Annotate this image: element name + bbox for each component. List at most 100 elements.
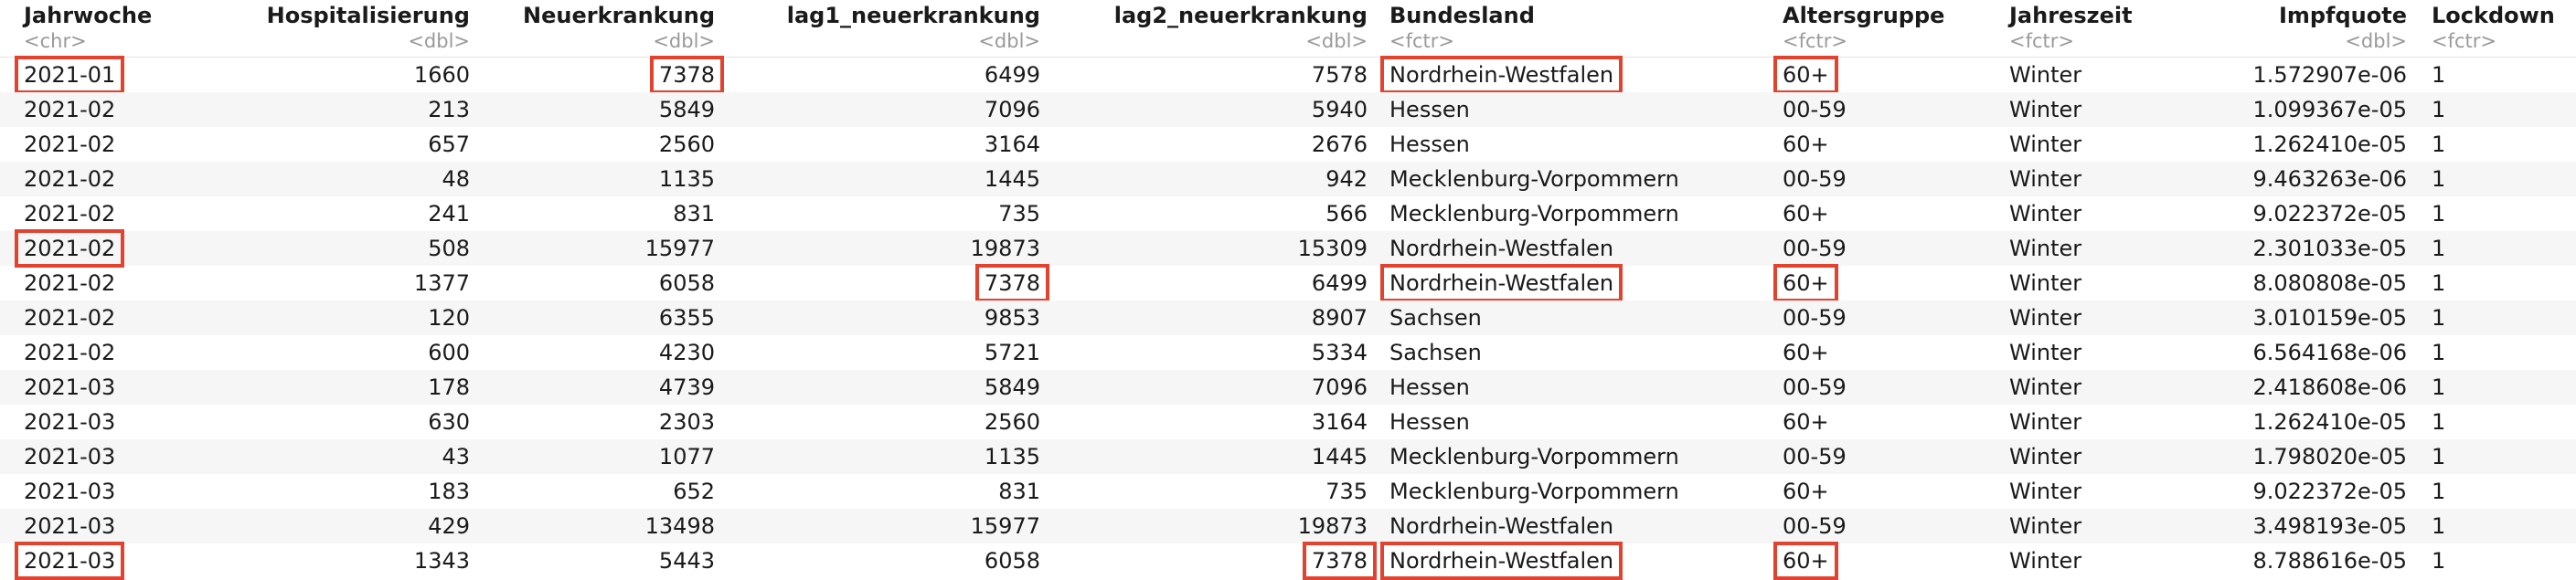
column-type: <chr> xyxy=(24,30,87,52)
cell-jahreszeit: Winter xyxy=(2009,444,2082,469)
cell-bundesland: Mecklenburg-Vorpommern xyxy=(1389,479,1679,504)
cell-lockdown: 1 xyxy=(2432,548,2446,574)
cell-impfquote: 2.418608e-06 xyxy=(2252,374,2407,400)
cell-lag2-neuerkrankung: 942 xyxy=(1325,166,1368,192)
cell-bundesland: Nordrhein-Westfalen xyxy=(1389,548,1614,574)
column-type: <dbl> xyxy=(408,30,470,52)
cell-jahreszeit: Winter xyxy=(2009,340,2082,365)
cell-hospitalisierung: 657 xyxy=(428,132,470,157)
cell-jahrwoche: 2021-03 xyxy=(24,374,116,400)
cell-altersgruppe: 00-59 xyxy=(1783,444,1847,469)
cell-impfquote: 3.498193e-05 xyxy=(2252,513,2407,539)
column-type: <fctr> xyxy=(1783,30,1847,52)
cell-bundesland: Nordrhein-Westfalen xyxy=(1389,270,1614,296)
cell-lag1-neuerkrankung: 831 xyxy=(998,479,1040,504)
table-row: 2021-02 213 5849 7096 5940 Hessen 00-59 Winter 1… xyxy=(0,92,2576,127)
cell-impfquote: 3.010159e-05 xyxy=(2252,305,2407,331)
column-header-altersgruppe: Altersgruppe <fctr> xyxy=(1783,0,1965,57)
cell-altersgruppe: 00-59 xyxy=(1783,97,1847,122)
cell-impfquote: 9.463263e-06 xyxy=(2252,166,2407,192)
cell-jahrwoche: 2021-02 xyxy=(24,305,116,331)
cell-lag1-neuerkrankung: 2560 xyxy=(984,409,1040,435)
cell-neuerkrankung: 2303 xyxy=(658,409,715,435)
cell-jahrwoche: 2021-02 xyxy=(24,236,116,261)
column-type: <dbl> xyxy=(1305,30,1368,52)
table-row: 2021-02 508 15977 19873 15309 Nordrhein-Westf… xyxy=(0,229,2576,268)
cell-altersgruppe: 00-59 xyxy=(1783,166,1847,192)
cell-impfquote: 1.798020e-05 xyxy=(2252,444,2407,469)
cell-lag2-neuerkrankung: 5940 xyxy=(1311,97,1368,122)
cell-lockdown: 1 xyxy=(2432,97,2446,122)
cell-jahreszeit: Winter xyxy=(2009,201,2082,227)
cell-bundesland: Nordrhein-Westfalen xyxy=(1389,236,1614,261)
cell-lag1-neuerkrankung: 5849 xyxy=(984,374,1040,400)
cell-altersgruppe: 60+ xyxy=(1783,270,1829,296)
cell-neuerkrankung: 4230 xyxy=(658,340,715,365)
column-header-bundesland: Bundesland <fctr> xyxy=(1389,0,1755,57)
column-header-lockdown: Lockdown <fctr> xyxy=(2432,0,2569,57)
cell-hospitalisierung: 429 xyxy=(428,513,470,539)
cell-neuerkrankung: 6058 xyxy=(658,270,715,296)
table-row: 2021-01 1660 7378 6499 7578 Nordrhein-Westfal… xyxy=(0,56,2576,94)
cell-lockdown: 1 xyxy=(2432,409,2446,435)
cell-altersgruppe: 60+ xyxy=(1783,201,1829,227)
cell-lag1-neuerkrankung: 6058 xyxy=(984,548,1040,574)
cell-lag2-neuerkrankung: 7096 xyxy=(1311,374,1368,400)
cell-impfquote: 1.099367e-05 xyxy=(2252,97,2407,122)
cell-lockdown: 1 xyxy=(2432,305,2446,331)
cell-lag1-neuerkrankung: 5721 xyxy=(984,340,1040,365)
cell-hospitalisierung: 1660 xyxy=(413,62,470,88)
column-name: lag1_neuerkrankung xyxy=(786,3,1040,28)
column-header-impfquote: Impfquote <dbl> xyxy=(2194,0,2407,57)
table-row: 2021-03 43 1077 1135 1445 Mecklenburg-Vorpomm… xyxy=(0,439,2576,474)
cell-altersgruppe: 60+ xyxy=(1783,132,1829,157)
cell-jahrwoche: 2021-03 xyxy=(24,444,116,469)
cell-altersgruppe: 00-59 xyxy=(1783,513,1847,539)
cell-bundesland: Nordrhein-Westfalen xyxy=(1389,513,1614,539)
column-header-jahreszeit: Jahreszeit <fctr> xyxy=(2009,0,2192,57)
cell-lag2-neuerkrankung: 5334 xyxy=(1311,340,1368,365)
cell-altersgruppe: 00-59 xyxy=(1783,305,1847,331)
cell-lag2-neuerkrankung: 1445 xyxy=(1311,444,1368,469)
cell-hospitalisierung: 241 xyxy=(428,201,470,227)
cell-lag2-neuerkrankung: 7578 xyxy=(1311,62,1368,88)
cell-hospitalisierung: 213 xyxy=(428,97,470,122)
column-header-neuerkrankung: Neuerkrankung <dbl> xyxy=(484,0,715,57)
cell-jahrwoche: 2021-03 xyxy=(24,479,116,504)
cell-neuerkrankung: 831 xyxy=(673,201,715,227)
column-header-lag2-neuerkrankung: lag2_neuerkrankung <dbl> xyxy=(1051,0,1368,57)
cell-altersgruppe: 60+ xyxy=(1783,340,1829,365)
cell-jahrwoche: 2021-02 xyxy=(24,132,116,157)
cell-jahrwoche: 2021-03 xyxy=(24,409,116,435)
table-row: 2021-02 1377 6058 7378 6499 Nordrhein-Westfal… xyxy=(0,264,2576,302)
cell-neuerkrankung: 652 xyxy=(673,479,715,504)
cell-jahrwoche: 2021-03 xyxy=(24,513,116,539)
cell-altersgruppe: 60+ xyxy=(1783,409,1829,435)
column-header-jahrwoche: Jahrwoche <chr> xyxy=(24,0,161,57)
cell-lag1-neuerkrankung: 1135 xyxy=(984,444,1040,469)
cell-lockdown: 1 xyxy=(2432,340,2446,365)
cell-lockdown: 1 xyxy=(2432,62,2446,88)
table-row: 2021-03 183 652 831 735 Mecklenburg-Vorpommer… xyxy=(0,474,2576,509)
cell-bundesland: Hessen xyxy=(1389,132,1470,157)
cell-impfquote: 8.788616e-05 xyxy=(2252,548,2407,574)
cell-lockdown: 1 xyxy=(2432,236,2446,261)
table-body: 2021-01 1660 7378 6499 7578 Nordrhein-Westfal… xyxy=(0,56,2576,580)
cell-lag2-neuerkrankung: 2676 xyxy=(1311,132,1368,157)
cell-impfquote: 9.022372e-05 xyxy=(2252,201,2407,227)
cell-lockdown: 1 xyxy=(2432,201,2446,227)
cell-bundesland: Hessen xyxy=(1389,374,1470,400)
cell-lag1-neuerkrankung: 1445 xyxy=(984,166,1040,192)
cell-bundesland: Mecklenburg-Vorpommern xyxy=(1389,444,1679,469)
cell-jahreszeit: Winter xyxy=(2009,236,2082,261)
cell-jahreszeit: Winter xyxy=(2009,62,2082,88)
cell-lag2-neuerkrankung: 8907 xyxy=(1311,305,1368,331)
cell-jahreszeit: Winter xyxy=(2009,479,2082,504)
cell-impfquote: 1.262410e-05 xyxy=(2252,132,2407,157)
cell-altersgruppe: 00-59 xyxy=(1783,374,1847,400)
cell-bundesland: Nordrhein-Westfalen xyxy=(1389,62,1614,88)
cell-lockdown: 1 xyxy=(2432,374,2446,400)
cell-lockdown: 1 xyxy=(2432,270,2446,296)
column-type: <dbl> xyxy=(2345,30,2407,52)
cell-lockdown: 1 xyxy=(2432,444,2446,469)
